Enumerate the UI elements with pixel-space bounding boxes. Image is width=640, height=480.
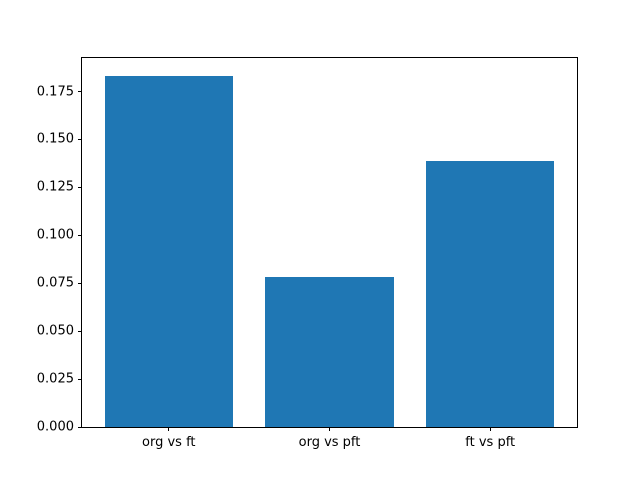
y-axis-tick-label: 0.025	[36, 371, 74, 387]
y-axis-tick-mark	[78, 378, 82, 380]
y-axis-tick-mark	[78, 138, 82, 140]
y-axis-tick-label: 0.050	[36, 323, 74, 339]
x-axis-tick-label: ft vs pft	[465, 435, 516, 450]
x-axis-tick-mark	[489, 427, 491, 431]
plot-area: 0.000 0.025 0.050 0.075 0.100 0.125 0.150 0.175…	[37, 57, 578, 450]
bar-ft-vs-pft	[425, 160, 555, 427]
y-axis-tick-mark	[78, 282, 82, 284]
y-axis-tick-mark	[78, 91, 82, 93]
y-axis-tick-label: 0.125	[36, 179, 74, 195]
y-axis-tick-label: 0.175	[36, 84, 74, 100]
y-axis-tick-label: 0.100	[36, 227, 74, 243]
y-axis-tick-label: 0.000	[36, 419, 74, 435]
x-axis-tick-label: org vs pft	[298, 435, 361, 450]
y-axis-tick-mark	[78, 426, 82, 428]
y-axis-tick-mark	[78, 234, 82, 236]
y-axis-tick-mark	[78, 330, 82, 332]
x-axis-tick-mark	[329, 427, 330, 431]
bar-org-vs-ft	[104, 76, 234, 427]
x-axis-tick-label: org vs ft	[142, 435, 196, 450]
bar-org-vs-pft	[265, 277, 394, 427]
y-axis-tick-mark	[78, 186, 82, 188]
x-axis-tick-mark	[168, 427, 170, 431]
y-axis-tick-label: 0.075	[36, 275, 74, 291]
y-axis-tick-label: 0.150	[36, 131, 74, 147]
